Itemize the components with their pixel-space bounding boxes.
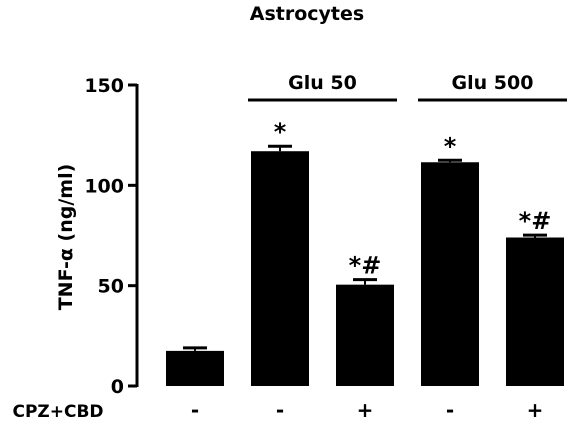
bar-1 (166, 350, 224, 386)
treatment-row: CPZ+CBD - - + - + (12, 398, 543, 422)
annotation-3: *# (349, 252, 382, 280)
treatment-value-2: - (276, 398, 284, 422)
group-brackets: Glu 50 Glu 500 (248, 72, 567, 102)
y-tick-label-0: 0 (111, 376, 124, 398)
bar-2 (251, 151, 309, 386)
chart-title: Astrocytes (250, 3, 364, 25)
bar-5 (506, 237, 564, 386)
y-tick-label-2: 100 (84, 175, 124, 197)
annotation-5: *# (519, 207, 552, 235)
annotation-4: * (444, 132, 457, 160)
y-tick-label-3: 150 (84, 75, 124, 97)
treatment-row-label: CPZ+CBD (12, 402, 103, 422)
treatment-value-5: + (527, 398, 544, 422)
bar-3 (336, 284, 394, 386)
significance-annotations: * *# * *# (274, 118, 552, 279)
group-label-2: Glu 500 (452, 72, 534, 94)
treatment-value-1: - (191, 398, 199, 422)
group-label-1: Glu 50 (288, 72, 357, 94)
annotation-2: * (274, 118, 287, 146)
y-tick-label-1: 50 (98, 276, 124, 298)
bars (166, 151, 564, 386)
treatment-value-4: - (446, 398, 454, 422)
error-bars (183, 144, 547, 351)
treatment-value-3: + (357, 398, 374, 422)
bar-4 (421, 162, 479, 386)
y-axis: 0 50 100 150 (84, 75, 139, 398)
y-axis-label: TNF-α (ng/ml) (55, 164, 77, 311)
